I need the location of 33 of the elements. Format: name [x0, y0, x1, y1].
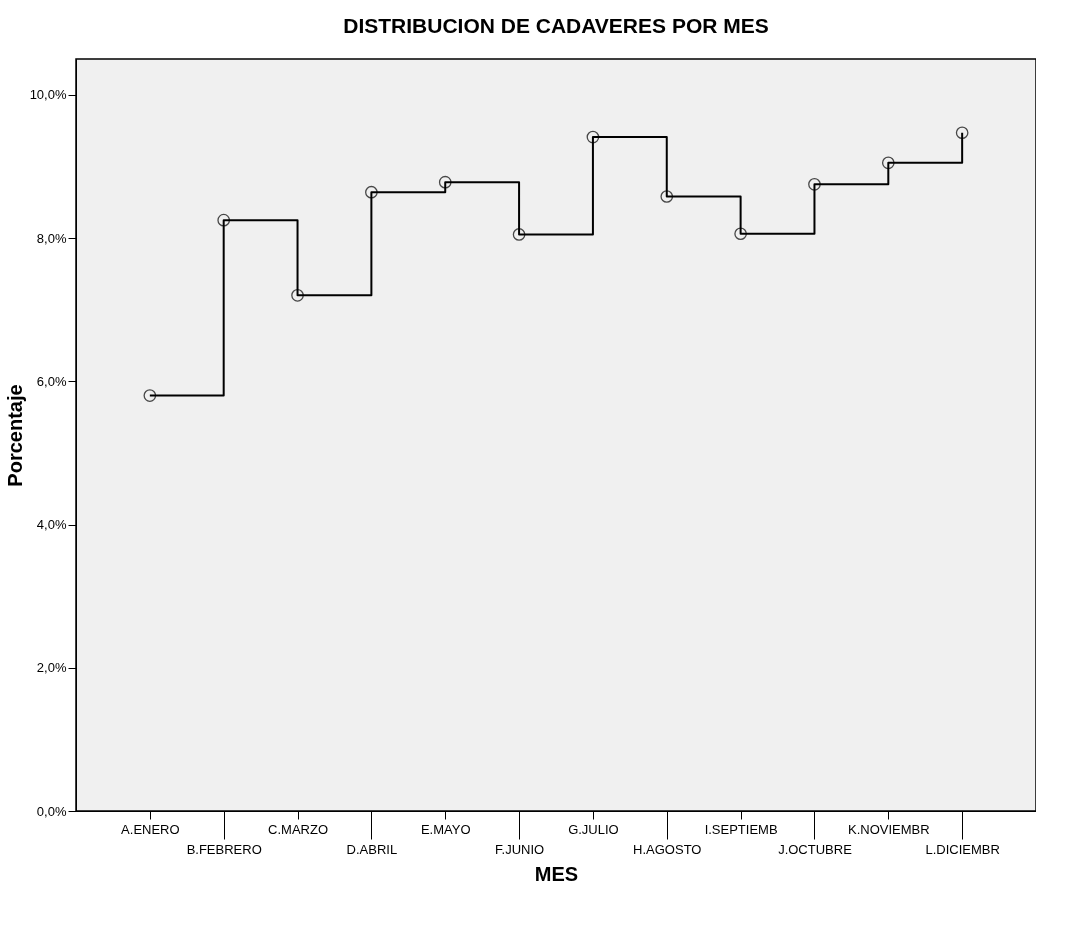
x-tick-label: K.NOVIEMBR	[848, 821, 930, 837]
point	[217, 213, 231, 227]
y-tick-label: 8,0%	[36, 230, 67, 246]
point	[955, 126, 969, 140]
point	[881, 156, 895, 170]
x-tick-label: C.MARZO	[268, 821, 329, 837]
point	[365, 185, 378, 199]
point	[734, 227, 747, 241]
x-tick-label: E.MAYO	[420, 821, 471, 837]
y-axis-title: Porcentaje	[3, 384, 26, 487]
x-axis-title: MES	[534, 862, 579, 885]
point	[438, 175, 452, 189]
point	[291, 289, 304, 302]
chart-title: DISTRIBUCION DE CADAVERES POR MES	[343, 14, 769, 37]
y-tick-label: 2,0%	[36, 660, 67, 676]
y-tick-label: 4,0%	[36, 517, 67, 533]
y-tick-label: 6,0%	[36, 373, 67, 389]
x-tick-label: G.JULIO	[568, 821, 619, 837]
point	[660, 190, 674, 203]
y-tick-label: 0,0%	[36, 803, 67, 819]
x-tick-label: L.DICIEMBR	[925, 841, 1000, 857]
x-tick-label: H.AGOSTO	[633, 841, 702, 857]
point	[586, 130, 600, 144]
x-tick-label: J.OCTUBRE	[778, 841, 853, 857]
x-tick-label: I.SEPTIEMB	[704, 821, 778, 837]
point	[808, 177, 821, 191]
x-tick-label: B.FEBRERO	[186, 841, 262, 857]
point	[143, 389, 157, 402]
x-tick-label: F.JUNIO	[495, 841, 545, 857]
x-tick-label: A.ENERO	[121, 821, 180, 837]
x-tick-label: D.ABRIL	[346, 841, 398, 857]
y-tick-label: 10,0%	[29, 87, 67, 103]
point	[512, 228, 526, 241]
